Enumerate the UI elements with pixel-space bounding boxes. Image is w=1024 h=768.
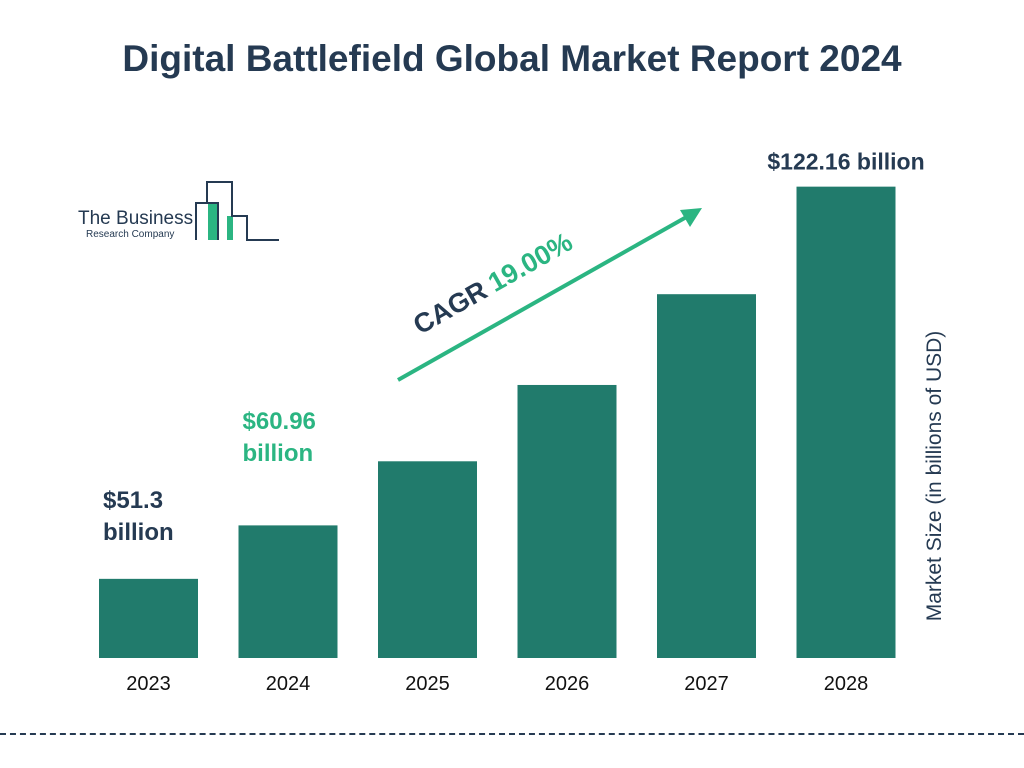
bar-2026 [517, 384, 617, 658]
bar-2028 [796, 186, 896, 659]
y-axis-label: Market Size (in billions of USD) [923, 331, 946, 622]
x-tick-label-2023: 2023 [126, 673, 171, 695]
cagr-arrow-line [397, 213, 691, 382]
x-tick-label-2024: 2024 [266, 673, 311, 695]
cagr-arrow-head [680, 208, 702, 227]
x-tick-label-2028: 2028 [824, 673, 869, 695]
logo-bar-1 [208, 203, 218, 240]
bar-2027 [657, 294, 756, 658]
logo-line1: The Business [78, 208, 193, 229]
cagr-label: CAGR [408, 275, 492, 340]
logo-line2: Research Company [86, 229, 174, 240]
bar-2024 [238, 525, 338, 658]
data-label-2023: $51.3 billion [103, 487, 174, 546]
cagr-annotation: CAGR 19.00% [397, 208, 702, 382]
logo-outline [195, 181, 279, 241]
footer-divider [0, 733, 1024, 735]
data-label-2028: $122.16 billion [767, 149, 924, 175]
page-title: Digital Battlefield Global Market Report… [122, 38, 902, 79]
bar-2025 [378, 461, 477, 658]
logo-outline-2 [207, 202, 219, 240]
logo: The Business Research Company [78, 181, 279, 241]
bar-2023 [99, 578, 198, 658]
logo-bar-2 [227, 216, 233, 240]
x-tick-label-2027: 2027 [684, 673, 729, 695]
x-tick-label-2025: 2025 [405, 673, 450, 695]
data-label-2024: $60.96 billion [243, 408, 316, 467]
x-tick-label-2026: 2026 [545, 673, 590, 695]
